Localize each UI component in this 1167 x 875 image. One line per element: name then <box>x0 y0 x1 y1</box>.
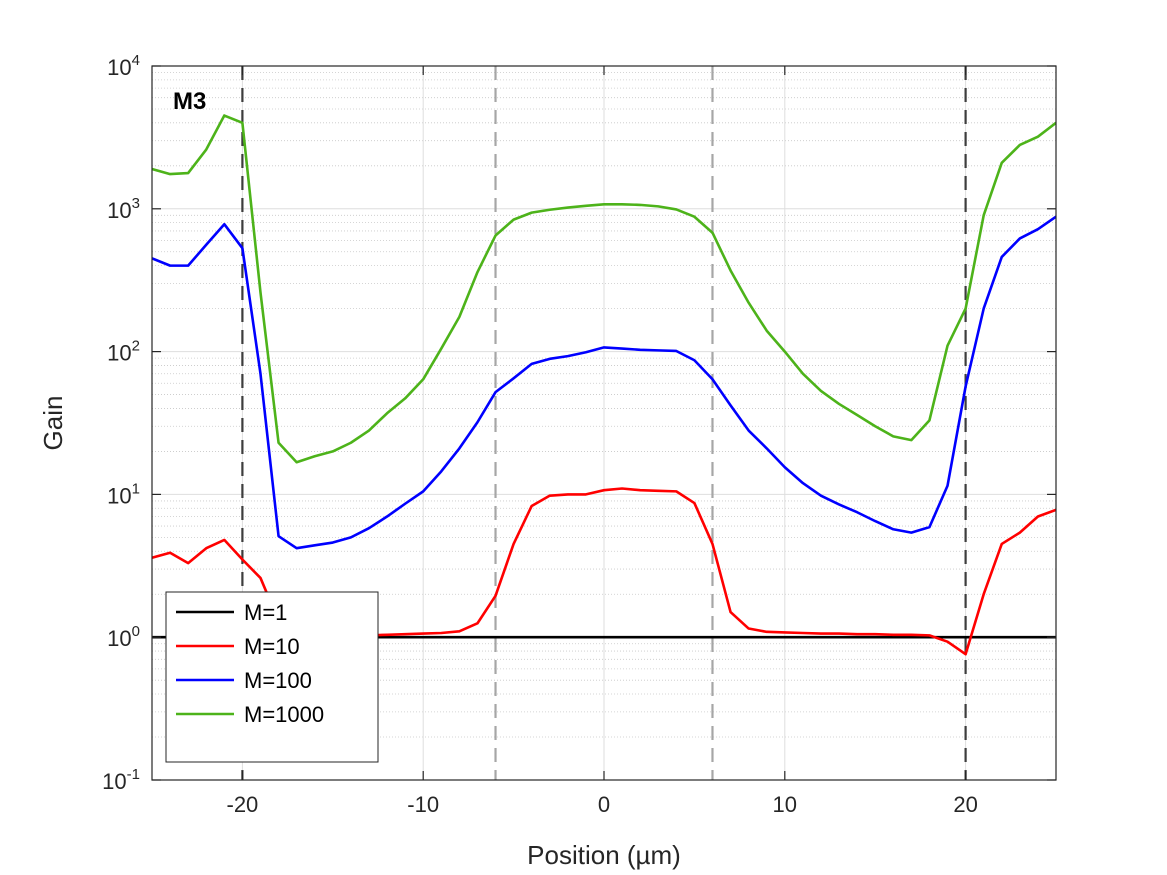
series-m-100 <box>152 215 1056 550</box>
x-tick-label: -20 <box>227 792 259 817</box>
y-tick-label: 100 <box>107 623 140 651</box>
y-tick-label: 101 <box>107 480 140 508</box>
legend-label: M=10 <box>244 634 300 659</box>
y-axis-label: Gain <box>38 396 68 451</box>
y-tick-labels: 10-1 100 101 102 103 104 <box>102 52 140 794</box>
y-tick-label: 103 <box>107 195 140 223</box>
vertical-reference-lines <box>241 66 967 780</box>
x-tick-label: -10 <box>407 792 439 817</box>
y-tick-label: 10-1 <box>102 766 140 794</box>
y-tick-label: 102 <box>107 338 140 366</box>
x-tick-labels: -20 -10 0 10 20 <box>227 792 978 817</box>
x-axis-label: Position (µm) <box>527 840 681 870</box>
legend-label: M=100 <box>244 668 312 693</box>
legend-label: M=1 <box>244 600 287 625</box>
x-tick-label: 20 <box>953 792 977 817</box>
legend-entries: M=1 M=10 M=100 M=1000 <box>176 600 324 727</box>
x-tick-label: 10 <box>773 792 797 817</box>
axis-ticks <box>152 65 1056 781</box>
legend: M=1 M=10 M=100 M=1000 <box>165 591 379 763</box>
x-tick-label: 0 <box>598 792 610 817</box>
annotation-label: M3 <box>173 88 206 115</box>
legend-box <box>165 591 379 763</box>
y-tick-label: 104 <box>107 52 140 80</box>
legend-label: M=1000 <box>244 702 324 727</box>
series-m-1000 <box>152 114 1056 464</box>
